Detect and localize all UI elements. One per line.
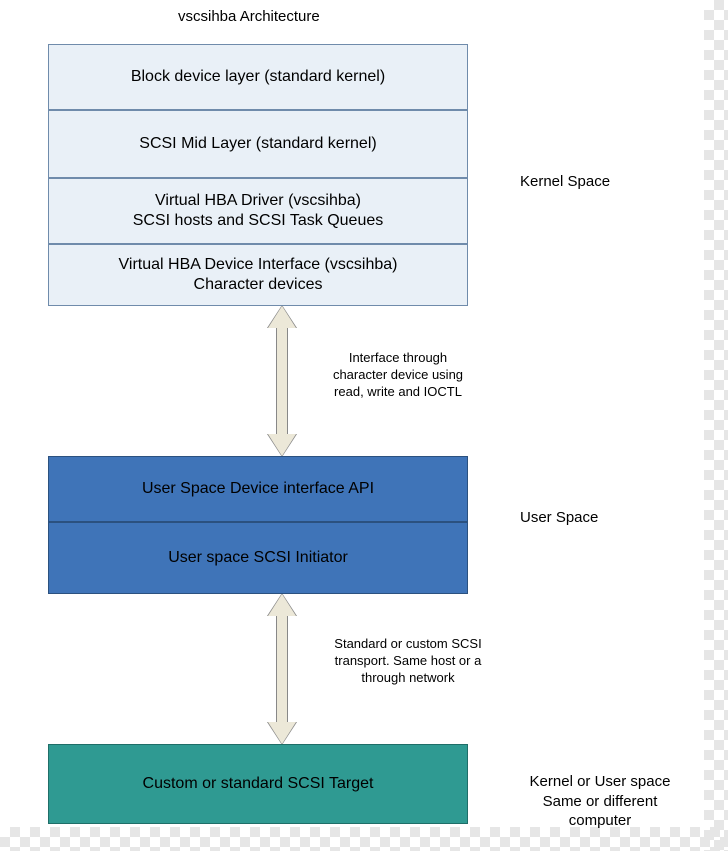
diagram-title: vscsihba Architecture: [178, 8, 320, 25]
box-user-space-initiator: User space SCSI Initiator: [48, 522, 468, 594]
diagram-stage: vscsihba Architecture Block device layer…: [0, 0, 728, 851]
side-label: User Space: [520, 508, 598, 528]
arrow-user-to-target: [268, 594, 296, 744]
box-virtual-hba-driver: Virtual HBA Driver (vscsihba)SCSI hosts …: [48, 178, 468, 244]
arrow-kernel-to-user: [268, 306, 296, 456]
arrow-user-to-target-label: Standard or custom SCSItransport. Same h…: [308, 636, 508, 687]
box-user-space-api: User Space Device interface API: [48, 456, 468, 522]
box-scsi-target: Custom or standard SCSI Target: [48, 744, 468, 824]
box-block-device-layer: Block device layer (standard kernel): [48, 44, 468, 110]
side-label: Kernel Space: [520, 172, 610, 192]
arrow-kernel-to-user-label: Interface throughcharacter device usingr…: [308, 350, 488, 401]
box-virtual-hba-device: Virtual HBA Device Interface (vscsihba)C…: [48, 244, 468, 306]
side-label: Kernel or User spaceSame or differentcom…: [505, 772, 695, 831]
box-scsi-mid-layer: SCSI Mid Layer (standard kernel): [48, 110, 468, 178]
